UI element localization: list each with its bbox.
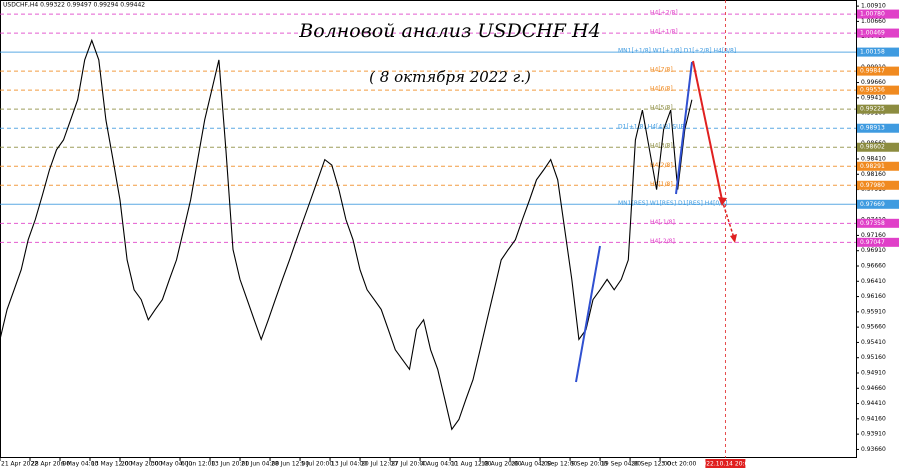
- x-tick-label: 9 Sep 20:00: [571, 461, 607, 468]
- x-tick-label: 20 Jul 12:00: [361, 461, 397, 468]
- y-tick-label: 0.99660: [861, 79, 886, 86]
- level-tag-bg: [857, 66, 899, 76]
- y-tick-label: 0.98410: [861, 155, 886, 162]
- y-tick-label: 0.94660: [861, 385, 886, 392]
- level-tag: 1.00469: [860, 30, 885, 37]
- x-tick-label: 18 Aug 20:00: [481, 461, 522, 468]
- x-tick-label: 26 Sep 12:00: [631, 461, 671, 468]
- level-tag: 1.00780: [860, 11, 885, 18]
- level-label: MN1[RES] W1[RES] D1[RES] H4[0/8]: [618, 200, 727, 207]
- y-tick-label: 0.96660: [861, 262, 886, 269]
- level-tag: 0.99225: [860, 106, 885, 113]
- level-label: H4[1/8]: [650, 181, 673, 188]
- x-tick-label: 20 May 20:00: [121, 461, 162, 468]
- level-tag: 0.97047: [860, 239, 885, 246]
- y-tick-label: 0.95410: [861, 339, 886, 346]
- x-tick-label: 6 Jun 12:00: [181, 461, 215, 468]
- chart-subtitle: ( 8 октября 2022 г.): [369, 68, 531, 86]
- y-tick-label: 0.96410: [861, 278, 886, 285]
- y-tick-label: 0.96910: [861, 247, 886, 254]
- wave-line: [675, 61, 693, 195]
- level-tag-bg: [857, 218, 899, 228]
- level-tag-bg: [857, 161, 899, 171]
- arrow-head: [730, 234, 737, 243]
- y-tick-label: 0.95160: [861, 354, 886, 361]
- level-label: H4[-1/8]: [650, 219, 675, 226]
- y-tick-label: 0.97160: [861, 232, 886, 239]
- y-tick-label: 0.94160: [861, 415, 886, 422]
- level-tag: 0.99847: [860, 68, 885, 75]
- x-tick-label: 4 Aug 04:00: [421, 461, 458, 468]
- level-tag: 0.99536: [860, 87, 885, 94]
- y-tick-label: 0.93660: [861, 446, 886, 453]
- level-tag-bg: [857, 47, 899, 57]
- level-tag-bg: [857, 237, 899, 247]
- x-tick-label: 21 Apr 2022: [1, 461, 38, 468]
- y-tick-label: 0.93910: [861, 431, 886, 438]
- x-tick-label: 28 Apr 20:00: [31, 461, 70, 468]
- level-label: H4[-2/8]: [650, 238, 675, 245]
- price-line: [0, 38, 693, 431]
- y-tick-label: 1.00660: [861, 18, 886, 25]
- plot-frame: [0, 0, 857, 458]
- x-tick-label: 19 Sep 04:00: [601, 461, 641, 468]
- wave-line: [575, 245, 601, 383]
- time-marker-label: 2022.10.14 20:00: [699, 461, 753, 468]
- x-tick-label: 13 May 12:00: [91, 461, 132, 468]
- level-tag-bg: [857, 142, 899, 152]
- y-tick-label: 0.98160: [861, 171, 886, 178]
- x-tick-label: 11 Aug 12:00: [451, 461, 492, 468]
- level-tag-bg: [857, 9, 899, 19]
- x-tick-label: 3 Oct 20:00: [661, 461, 696, 468]
- level-tag: 0.97669: [860, 201, 885, 208]
- y-tick-label: 0.96160: [861, 293, 886, 300]
- level-tag-bg: [857, 85, 899, 95]
- level-tag-bg: [857, 199, 899, 209]
- level-tag-bg: [857, 180, 899, 190]
- forecast-dashed: [721, 199, 735, 239]
- level-tag: 0.98602: [860, 144, 885, 151]
- y-tick-label: 0.95660: [861, 324, 886, 331]
- header-info: USDCHF,H4 0.99322 0.99497 0.99294 0.9944…: [3, 2, 145, 9]
- x-tick-label: 2 Sep 12:00: [541, 461, 577, 468]
- forecast-line: [692, 60, 723, 201]
- level-tag: 0.97980: [860, 182, 885, 189]
- x-tick-label: 27 Jul 20:00: [391, 461, 427, 468]
- y-tick-label: 0.95910: [861, 308, 886, 315]
- level-tag: 0.97358: [860, 220, 885, 227]
- level-label: H4[6/8]: [650, 86, 673, 93]
- level-label: H4[5/8]: [650, 105, 673, 112]
- level-tag-bg: [857, 123, 899, 133]
- level-label: MN1[+1/8] W1[+1/8] D1[+2/8] H4[8/8]: [618, 48, 736, 55]
- level-tag-bg: [857, 28, 899, 38]
- y-tick-label: 0.99410: [861, 94, 886, 101]
- y-tick-label: 0.94410: [861, 400, 886, 407]
- time-marker-bg: [705, 459, 746, 468]
- x-tick-label: 28 Jun 12:00: [271, 461, 309, 468]
- level-label: D1[+1/8] H4[4/8] SUP: [618, 124, 684, 131]
- x-tick-label: 30 May 04:00: [151, 461, 192, 468]
- level-label: H4[7/8]: [650, 67, 673, 74]
- level-tag: 1.00158: [860, 49, 885, 56]
- x-tick-label: 13 Jun 20:00: [211, 461, 249, 468]
- y-tick-label: 1.00910: [861, 3, 886, 10]
- arrow-head: [718, 197, 727, 206]
- x-tick-label: 21 Jun 04:00: [241, 461, 279, 468]
- level-tag: 0.98913: [860, 125, 885, 132]
- level-tag-bg: [857, 104, 899, 114]
- x-tick-label: 13 Jul 04:00: [331, 461, 367, 468]
- level-label: H4[+2/8]: [650, 10, 678, 17]
- y-tick-label: 0.94910: [861, 370, 886, 377]
- x-tick-label: 26 Aug 04:00: [511, 461, 552, 468]
- level-label: H4[+1/8]: [650, 29, 678, 36]
- level-label: H4[2/8]: [650, 162, 673, 169]
- x-tick-label: 5 Jul 20:00: [301, 461, 333, 468]
- level-tag: 0.98291: [860, 163, 885, 170]
- chart-title: Волновой анализ USDCHF H4: [298, 20, 600, 42]
- x-tick-label: 6 May 04:00: [61, 461, 99, 468]
